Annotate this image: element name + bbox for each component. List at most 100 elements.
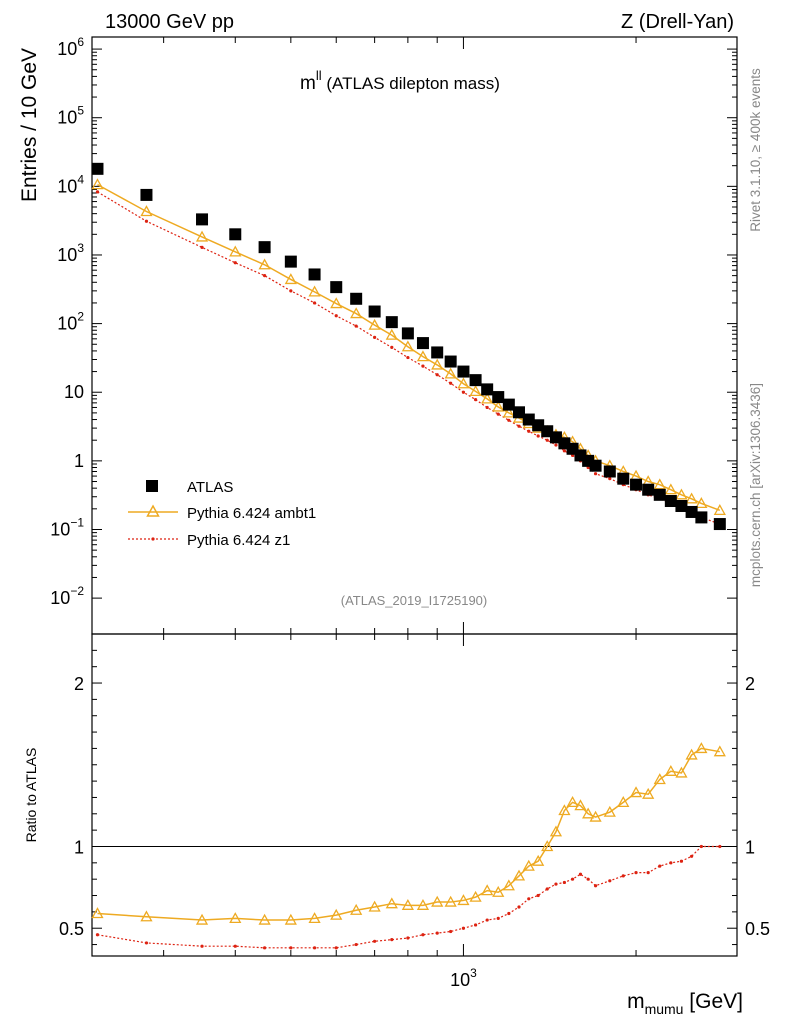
ratio-axis-ticks: 103 0.5 0.5 1 1 2 2 (59, 634, 770, 990)
point-mc2 (390, 345, 394, 349)
process-label: Z (Drell-Yan) (621, 11, 734, 33)
mcplots-label: mcplots.cern.ch [arXiv:1306.3436] (748, 383, 763, 587)
ratio-point-mc1 (713, 745, 726, 757)
point-mc2 (373, 335, 377, 339)
ratio-axis-label: Ratio to ATLAS (23, 748, 39, 843)
point-mc2 (289, 289, 293, 293)
point-atlas (444, 355, 457, 368)
point-mc1 (481, 392, 494, 404)
y-tick-label: 105 (57, 104, 84, 128)
point-atlas (481, 383, 494, 396)
point-mc2 (562, 449, 567, 453)
point-atlas (469, 374, 482, 387)
point-mc2 (233, 261, 237, 265)
legend-marker-mc1 (146, 504, 160, 517)
point-mc1 (368, 318, 381, 330)
ratio-point-mc2 (473, 923, 478, 927)
ratio-point-mc2 (354, 942, 358, 947)
point-mc1 (492, 400, 505, 412)
y-tick-label: 10−1 (50, 515, 84, 539)
legend-marker-mc2 (151, 537, 155, 541)
point-mc2 (473, 398, 478, 402)
point-mc2 (435, 373, 439, 377)
point-atlas (653, 488, 666, 501)
point-mc2 (406, 355, 410, 360)
ratio-point-mc2 (421, 933, 425, 937)
point-mc1 (330, 297, 343, 309)
y-tick-label-base: 10 (57, 39, 77, 59)
point-atlas (502, 398, 515, 411)
point-atlas (385, 316, 398, 329)
ratio-point-mc1 (566, 796, 579, 808)
point-atlas (431, 346, 444, 359)
point-atlas (589, 459, 602, 472)
point-mc2 (554, 443, 558, 447)
point-mc2 (354, 324, 358, 328)
x-tick-label-base: 10 (450, 970, 470, 990)
ratio-point-mc1 (512, 869, 526, 881)
x-axis-label-unit: [GeV] (683, 990, 743, 1013)
y-tick-label: 106 (57, 35, 84, 59)
point-mc2 (461, 390, 466, 394)
point-atlas (522, 413, 535, 426)
point-atlas (140, 188, 153, 201)
ratio-point-mc1 (284, 913, 297, 925)
ratio-point-mc2 (507, 911, 511, 916)
ratio-point-mc2 (586, 877, 590, 881)
ratio-point-mc1 (541, 840, 554, 852)
ratio-point-mc2 (527, 897, 531, 901)
plot-title-text: (ATLAS dilepton mass) (322, 74, 500, 93)
y-axis-label: Entries / 10 GeV (18, 48, 41, 202)
y-tick-label-exponent: 3 (77, 241, 84, 255)
ratio-point-mc1 (401, 898, 414, 910)
y-tick-label-base: 10 (50, 519, 70, 539)
point-mc1 (416, 350, 430, 362)
point-mc1 (695, 497, 708, 509)
point-mc1 (350, 307, 363, 319)
ratio-point-mc1 (457, 894, 470, 906)
point-mc1 (502, 406, 515, 418)
ratio-point-mc2 (634, 871, 638, 875)
point-atlas (513, 406, 526, 419)
ratio-point-mc2 (334, 946, 338, 950)
ratio-point-mc2 (621, 874, 625, 878)
ratio-point-mc2 (593, 884, 598, 888)
ratio-point-mc1 (685, 748, 698, 760)
point-mc1 (685, 492, 698, 504)
ratio-point-mc2 (461, 926, 466, 930)
point-mc1 (385, 328, 398, 340)
point-mc2 (200, 245, 204, 249)
point-mc1 (457, 377, 470, 389)
y-tick-label-exponent: 5 (77, 104, 84, 118)
point-mc1 (713, 504, 726, 516)
ratio-point-mc2 (262, 946, 267, 950)
point-mc2 (334, 314, 338, 318)
point-mc1 (140, 205, 153, 217)
point-mc2 (449, 381, 453, 385)
point-atlas (258, 241, 271, 254)
x-axis-label: mmumu [GeV] (627, 990, 743, 1017)
ratio-tick-label-left: 1 (74, 837, 84, 857)
ratio-point-mc1 (195, 913, 209, 925)
ratio-point-mc2 (233, 944, 237, 948)
point-mc2 (262, 274, 267, 278)
ratio-point-mc2 (545, 887, 549, 891)
series-mc2-line (97, 191, 721, 525)
ratio-point-mc2 (669, 861, 673, 865)
ratio-point-mc1 (431, 895, 444, 907)
y-tick-label-base: 10 (57, 245, 77, 265)
point-atlas (91, 162, 104, 175)
ratio-point-mc2 (679, 859, 684, 863)
ratio-point-mc2 (485, 918, 489, 922)
point-mc1 (258, 258, 271, 270)
ratio-point-mc2 (658, 864, 662, 868)
point-atlas (350, 292, 363, 305)
y-tick-label: 104 (57, 172, 84, 196)
ratio-point-mc2 (699, 844, 703, 849)
point-mc2 (144, 219, 149, 223)
ratio-point-mc1 (642, 787, 655, 799)
y-tick-label-base: 1 (74, 451, 84, 471)
y-tick-label: 10 (64, 382, 84, 402)
point-mc2 (485, 405, 489, 410)
